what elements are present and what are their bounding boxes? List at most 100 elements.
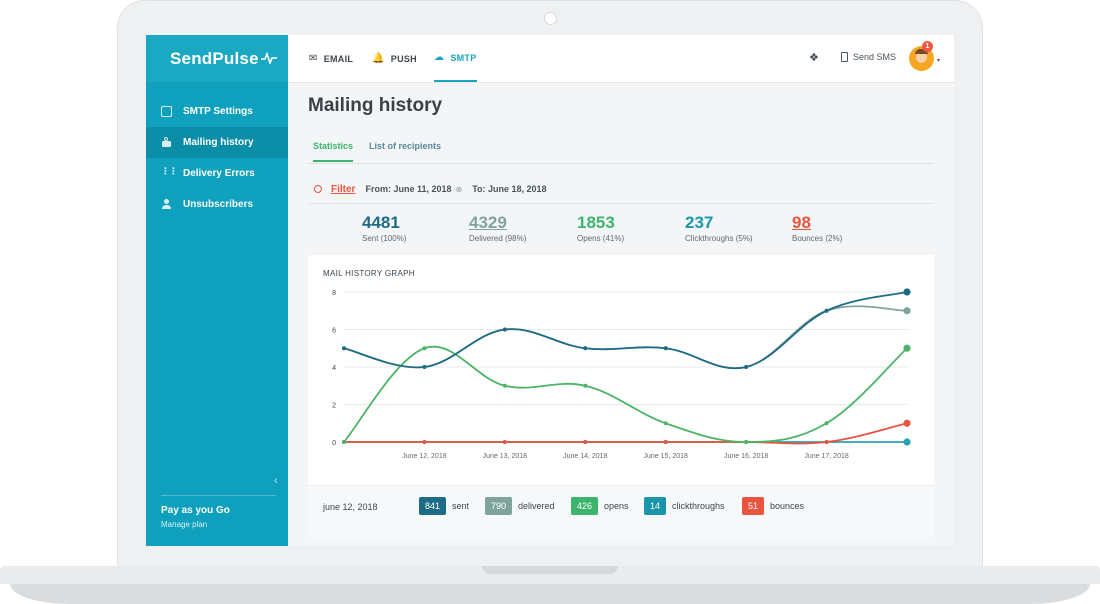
laptop-notch (482, 566, 618, 574)
data-point-opens (903, 344, 911, 352)
page-title: Mailing history (308, 95, 443, 116)
sidebar-item-smtp-settings[interactable]: SMTP Settings (146, 96, 288, 127)
sidebar-nav: SMTP Settings Mailing history Delivery E… (146, 96, 288, 220)
data-point-opens (422, 346, 427, 351)
data-point-bounces (663, 440, 668, 444)
legend-item-opens[interactable]: 426 opens (571, 497, 629, 515)
x-tick-label: June 13, 2018 (483, 453, 527, 460)
legend-item-bounces[interactable]: 51 bounces (742, 497, 804, 515)
stat-label: Opens (41%) (577, 234, 625, 243)
send-sms-label: Send SMS (853, 52, 897, 62)
data-point-bounces (903, 419, 911, 427)
legend-label: sent (452, 501, 470, 511)
manage-plan-link[interactable]: Manage plan (161, 520, 208, 529)
data-point-sent (422, 365, 427, 369)
data-point-opens (342, 440, 346, 444)
x-tick-label: June 12, 2018 (402, 453, 446, 460)
filter-bar: Filter From: June 11, 2018 ⊗ To: June 18… (308, 175, 934, 204)
stat-bounces[interactable]: 98 Bounces (2%) (792, 213, 842, 243)
y-tick-label: 8 (332, 290, 336, 297)
notification-badge: 1 (922, 41, 933, 52)
cloud-icon: ☁ (434, 52, 445, 63)
filter-label: Filter (331, 183, 356, 195)
top-bar: ✉ EMAIL 🔔 PUSH ☁ SMTP ❖ Send SMS 1 ▾ (288, 35, 954, 83)
stat-value: 4329 (469, 213, 507, 232)
collapse-sidebar-icon[interactable]: ‹ (274, 475, 278, 487)
brand-logo[interactable]: SendPulse (146, 35, 288, 82)
errors-icon (161, 166, 177, 179)
y-tick-label: 2 (332, 403, 336, 410)
date-to[interactable]: To: June 18, 2018 (472, 184, 547, 194)
tab-label: PUSH (390, 53, 417, 64)
stat-delivered[interactable]: 4329 Delivered (98%) (469, 213, 526, 243)
user-icon (161, 199, 172, 210)
filter-button[interactable]: Filter (308, 184, 355, 195)
legend-count: 14 (644, 497, 667, 515)
legend-item-delivered[interactable]: 790 delivered (485, 497, 555, 515)
sidebar-item-label: Mailing history (183, 137, 254, 148)
data-point-opens (502, 383, 507, 388)
data-point-opens (744, 440, 749, 444)
y-tick-label: 4 (332, 365, 336, 372)
data-point-bounces (422, 440, 427, 444)
gift-icon[interactable]: ❖ (809, 52, 819, 64)
sidebar-item-label: Delivery Errors (183, 168, 255, 179)
stat-value: 98 (792, 213, 811, 232)
stat-opens: 1853 Opens (41%) (577, 213, 624, 243)
data-point-bounces (824, 440, 829, 444)
main-content: Mailing history Statistics List of recip… (308, 95, 934, 243)
x-tick-label: June 14, 2018 (563, 453, 607, 460)
brand-name: SendPulse (170, 48, 259, 68)
stat-label: Clickthroughs (5%) (685, 234, 753, 243)
data-point-opens (583, 383, 588, 388)
chevron-down-icon[interactable]: ▾ (937, 58, 941, 64)
phone-icon (841, 52, 848, 62)
bell-icon: 🔔 (372, 53, 385, 64)
series-line-sent (343, 291, 908, 370)
legend-label: bounces (770, 501, 805, 511)
sidebar: SendPulse SMTP Settings Mailing history … (146, 35, 288, 546)
tab-smtp[interactable]: ☁ SMTP (434, 35, 477, 82)
mailbox-icon (161, 137, 172, 148)
sidebar-item-delivery-errors[interactable]: Delivery Errors (146, 158, 288, 189)
mail-history-chart[interactable]: 0 2 4 6 8 June 12, 2018 June 13, 2018 June 14, … (308, 255, 934, 485)
clear-date-icon[interactable]: ⊗ (455, 184, 463, 194)
mail-history-card: MAIL HISTORY GRAPH 0 2 4 6 8 June 12, 2018 Jun… (308, 255, 934, 538)
series-line-opens (343, 345, 908, 443)
chart-title: MAIL HISTORY GRAPH (323, 269, 415, 278)
y-tick-label: 6 (332, 328, 336, 335)
data-point-opens (824, 421, 829, 426)
series-line-delivered (343, 305, 908, 370)
stat-sent: 4481 Sent (100%) (362, 213, 406, 243)
data-point-sent (903, 288, 911, 296)
data-point-clickthroughs (903, 438, 911, 446)
plan-title: Pay as you Go (161, 505, 230, 516)
laptop-base (0, 566, 1100, 584)
tab-email[interactable]: ✉ EMAIL (309, 35, 353, 82)
sidebar-item-unsubscribers[interactable]: Unsubscribers (146, 189, 288, 220)
legend-item-sent[interactable]: 841 sent (419, 497, 469, 515)
search-icon (314, 185, 322, 193)
tab-statistics[interactable]: Statistics (313, 141, 354, 162)
legend-count: 841 (419, 497, 447, 515)
legend-item-clickthroughs[interactable]: 14 clickthroughs (644, 497, 725, 515)
tab-label: EMAIL (323, 53, 354, 64)
legend-count: 790 (485, 497, 513, 515)
data-point-delivered (903, 307, 911, 315)
x-tick-label: June 17, 2018 (804, 453, 848, 460)
tab-push[interactable]: 🔔 PUSH (372, 35, 417, 82)
tab-list-of-recipients[interactable]: List of recipients (369, 141, 442, 151)
x-tick-label: June 15, 2018 (644, 453, 688, 460)
stat-clickthroughs: 237 Clickthroughs (5%) (685, 213, 753, 243)
camera-icon (544, 12, 557, 25)
legend-count: 51 (742, 497, 765, 515)
stat-label: Delivered (98%) (469, 234, 527, 243)
data-point-sent (583, 346, 588, 351)
pulse-icon (260, 49, 277, 69)
sidebar-item-mailing-history[interactable]: Mailing history (146, 127, 288, 158)
tab-label: SMTP (450, 52, 477, 63)
send-sms-button[interactable]: Send SMS (841, 52, 896, 62)
sidebar-item-label: Unsubscribers (183, 199, 254, 210)
data-point-sent (663, 346, 668, 351)
date-from[interactable]: From: June 11, 2018 (365, 184, 452, 194)
